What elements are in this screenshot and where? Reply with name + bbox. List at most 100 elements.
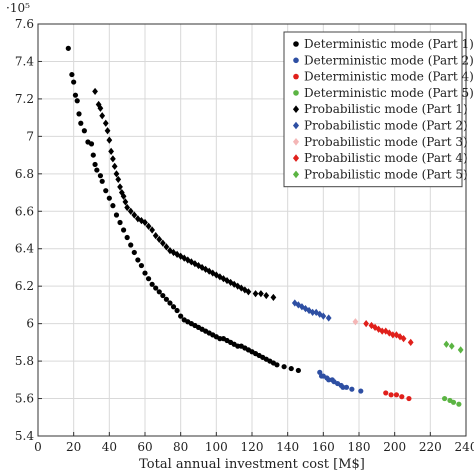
- data-point-circle: [156, 289, 162, 295]
- data-point-diamond: [181, 254, 188, 262]
- data-point-diamond: [457, 346, 464, 354]
- data-point-diamond: [156, 235, 163, 243]
- series-group: [383, 390, 412, 402]
- data-point-circle: [274, 362, 280, 368]
- data-point-diamond: [159, 239, 166, 247]
- data-point-diamond: [111, 162, 118, 170]
- data-point-diamond: [375, 325, 382, 333]
- data-point-circle: [74, 98, 80, 104]
- legend-label: Deterministic mode (Part 5): [304, 86, 474, 100]
- legend-label: Probabilistic mode (Part 3): [304, 135, 468, 149]
- series-group: [291, 299, 332, 322]
- data-point-diamond: [110, 155, 116, 163]
- data-point-diamond: [102, 119, 109, 127]
- series-group: [352, 318, 359, 326]
- data-point-diamond: [263, 291, 270, 300]
- x-axis: 0 20 40 60 80 100 120 140 160 180 200 220 240: [34, 432, 474, 454]
- data-point-diamond: [163, 243, 170, 251]
- legend-marker: [293, 41, 299, 47]
- y-tick-label: 6.4: [15, 242, 34, 256]
- x-tick-label: 200: [383, 440, 406, 454]
- data-point-circle: [388, 392, 394, 398]
- data-point-diamond: [131, 211, 138, 219]
- data-point-diamond: [149, 226, 156, 234]
- y-tick-label: 7.2: [15, 92, 34, 106]
- data-point-diamond: [99, 112, 106, 120]
- y-tick-label: 5.8: [15, 354, 34, 368]
- data-point-circle: [349, 386, 355, 392]
- series-group: [65, 45, 301, 374]
- data-point-circle: [145, 276, 152, 282]
- series-group: [317, 369, 364, 394]
- data-point-diamond: [397, 333, 403, 341]
- x-tick-label: 180: [348, 440, 371, 454]
- data-point-diamond: [325, 314, 332, 322]
- data-point-circle: [217, 336, 223, 342]
- legend-marker: [293, 90, 299, 96]
- data-point-diamond: [382, 327, 389, 335]
- y-tick-label: 5.4: [15, 429, 34, 443]
- data-point-diamond: [115, 175, 122, 184]
- data-point-diamond: [106, 136, 113, 144]
- data-point-diamond: [363, 320, 370, 328]
- data-point-diamond: [104, 127, 111, 135]
- data-point-circle: [340, 384, 346, 390]
- data-point-diamond: [270, 293, 277, 302]
- legend-label: Probabilistic mode (Part 5): [304, 167, 468, 181]
- data-point-circle: [174, 307, 180, 314]
- data-point-circle: [113, 212, 120, 218]
- data-point-circle: [106, 195, 112, 201]
- x-tick-label: 40: [102, 440, 117, 454]
- data-point-diamond: [97, 104, 104, 112]
- data-point-circle: [81, 128, 87, 134]
- data-point-circle: [142, 270, 148, 276]
- data-point-circle: [92, 161, 98, 168]
- x-tick-label: 80: [173, 440, 188, 454]
- data-point-circle: [358, 388, 364, 394]
- y-tick-label: 7.6: [15, 17, 34, 31]
- x-tick-label: 60: [137, 440, 152, 454]
- y-tick-label: 5.6: [15, 392, 34, 406]
- data-point-diamond: [108, 147, 114, 155]
- data-point-circle: [383, 390, 389, 396]
- legend-label: Deterministic mode (Part 1): [304, 37, 474, 51]
- data-point-circle: [124, 234, 130, 241]
- y-tick-label: 6: [26, 317, 34, 331]
- legend: Deterministic mode (Part 1) Deterministic…: [283, 31, 474, 188]
- data-point-circle: [170, 304, 177, 310]
- data-point-circle: [128, 242, 134, 248]
- data-point-diamond: [320, 312, 327, 320]
- data-point-circle: [160, 292, 166, 299]
- x-axis-title: Total annual investment cost [M$]: [139, 457, 365, 472]
- data-point-circle: [178, 313, 184, 319]
- data-point-diamond: [258, 290, 264, 298]
- data-point-diamond: [184, 256, 191, 264]
- data-point-diamond: [238, 284, 245, 292]
- data-point-circle: [117, 219, 123, 226]
- x-tick-label: 20: [66, 440, 81, 454]
- legend-label: Deterministic mode (Part 4): [304, 70, 474, 84]
- data-point-circle: [103, 188, 109, 194]
- data-point-diamond: [448, 342, 455, 350]
- data-point-circle: [442, 395, 448, 402]
- series-group: [92, 87, 277, 302]
- data-point-circle: [69, 71, 75, 78]
- data-point-diamond: [152, 232, 159, 240]
- x-tick-label: 120: [241, 440, 264, 454]
- data-point-diamond: [372, 323, 378, 331]
- legend-marker: [292, 105, 300, 113]
- data-point-diamond: [117, 183, 123, 191]
- series-group: [442, 395, 462, 407]
- y-axis-multiplier: ·10⁵: [6, 1, 30, 15]
- y-tick-label: 6.8: [15, 167, 34, 181]
- data-point-circle: [163, 296, 169, 302]
- data-point-circle: [295, 367, 301, 374]
- data-point-diamond: [245, 288, 252, 296]
- data-point-circle: [153, 285, 159, 291]
- legend-marker: [293, 57, 299, 64]
- legend-label: Probabilistic mode (Part 2): [304, 119, 468, 133]
- data-point-diamond: [192, 260, 198, 268]
- data-point-circle: [135, 257, 141, 263]
- data-point-circle: [97, 173, 104, 179]
- data-point-diamond: [241, 286, 248, 294]
